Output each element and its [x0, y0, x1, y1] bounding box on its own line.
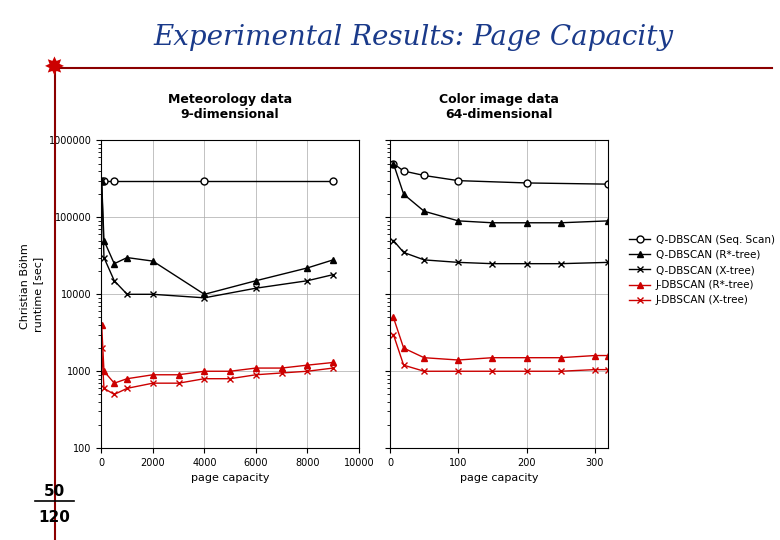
Text: 50: 50: [44, 484, 66, 500]
Text: 120: 120: [39, 510, 70, 525]
X-axis label: page capacity: page capacity: [460, 474, 538, 483]
Text: ✸: ✸: [44, 56, 65, 79]
X-axis label: page capacity: page capacity: [191, 474, 269, 483]
Text: Color image data
64-dimensional: Color image data 64-dimensional: [439, 93, 559, 122]
Text: Christian Böhm: Christian Böhm: [20, 244, 30, 329]
Text: Experimental Results: Page Capacity: Experimental Results: Page Capacity: [154, 24, 673, 51]
Legend: Q-DBSCAN (Seq. Scan), Q-DBSCAN (R*-tree), Q-DBSCAN (X-tree), J-DBSCAN (R*-tree),: Q-DBSCAN (Seq. Scan), Q-DBSCAN (R*-tree)…: [626, 231, 778, 309]
Text: Meteorology data
9-dimensional: Meteorology data 9-dimensional: [168, 93, 292, 122]
Y-axis label: runtime [sec]: runtime [sec]: [34, 256, 43, 332]
